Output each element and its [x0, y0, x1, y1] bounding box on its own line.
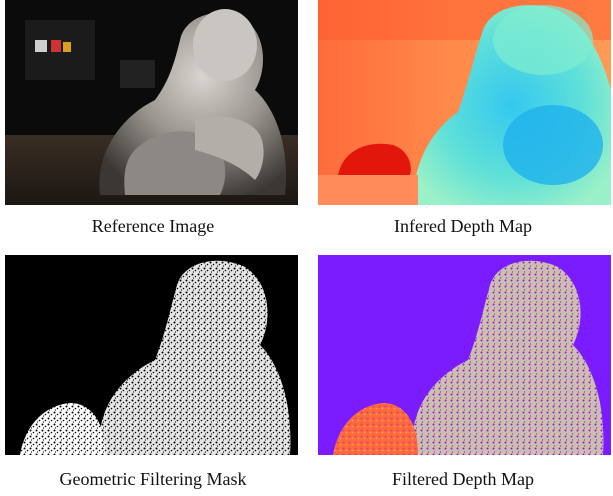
reference-image	[5, 0, 298, 205]
statue-photo-icon	[5, 0, 298, 205]
filtered-depth-map-icon	[318, 255, 611, 455]
inferred-depth-map-caption: Infered Depth Map	[394, 216, 532, 236]
reference-image-caption: Reference Image	[91, 216, 215, 236]
filtered-depth-map-caption: Filtered Depth Map	[392, 469, 534, 489]
geometric-filtering-mask-caption: Geometric Filtering Mask	[59, 469, 247, 489]
depth-map-icon	[318, 0, 611, 205]
geometric-filtering-mask	[5, 255, 298, 455]
mask-map-icon	[5, 255, 298, 455]
inferred-depth-map	[318, 0, 611, 205]
filtered-depth-map	[318, 255, 611, 455]
